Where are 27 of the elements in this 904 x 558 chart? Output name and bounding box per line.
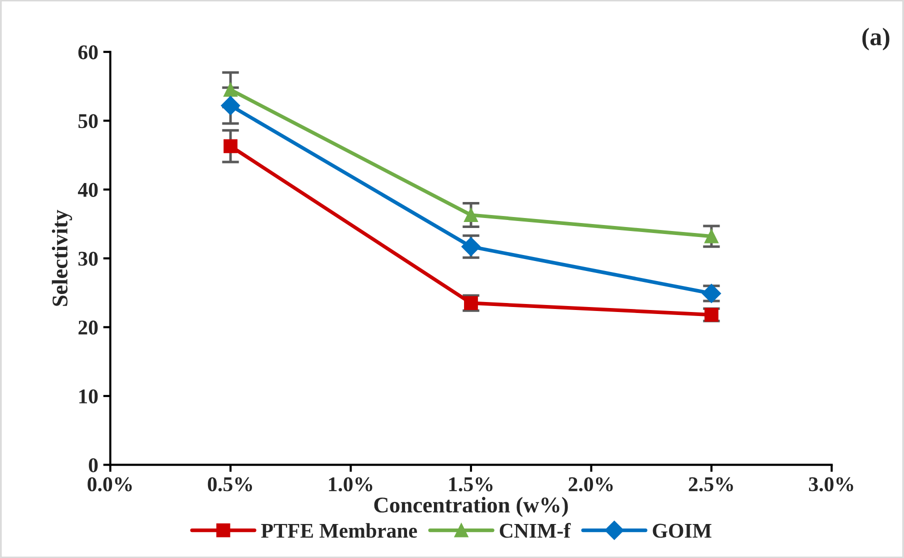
y-tick-label: 50 — [78, 114, 98, 128]
x-tick-label: 0.0% — [88, 477, 132, 492]
point — [224, 82, 238, 97]
point — [704, 229, 718, 244]
point — [224, 139, 238, 154]
legend-label: PTFE Membrane — [261, 523, 418, 538]
x-tick-label: 3.0% — [809, 477, 854, 492]
y-tick-label: 10 — [79, 389, 98, 404]
y-tick-label: 20 — [78, 320, 98, 335]
legend-label: CNIM-f — [500, 522, 571, 538]
x-axis-title: Concentration (w%) — [374, 496, 568, 518]
point — [464, 208, 478, 222]
y-tick-label: 60 — [78, 45, 98, 60]
text: (a) — [862, 28, 890, 50]
x-tick-label: 0.5% — [208, 477, 252, 492]
y-tick-label: 30 — [78, 252, 98, 266]
y-tick-label: 0 — [88, 458, 98, 472]
x-tick-label: 2.5% — [688, 477, 733, 492]
legend-label: GOIM — [652, 524, 712, 538]
point — [220, 96, 240, 116]
x-tick-label: 1.0% — [328, 477, 372, 492]
x-tick-label: 1.5% — [449, 477, 492, 492]
x-tick-label: 2.0% — [568, 477, 613, 492]
y-tick-label: 40 — [78, 182, 98, 197]
point — [704, 308, 718, 322]
point — [464, 296, 478, 310]
y-axis-title: Selectivity — [52, 210, 72, 306]
